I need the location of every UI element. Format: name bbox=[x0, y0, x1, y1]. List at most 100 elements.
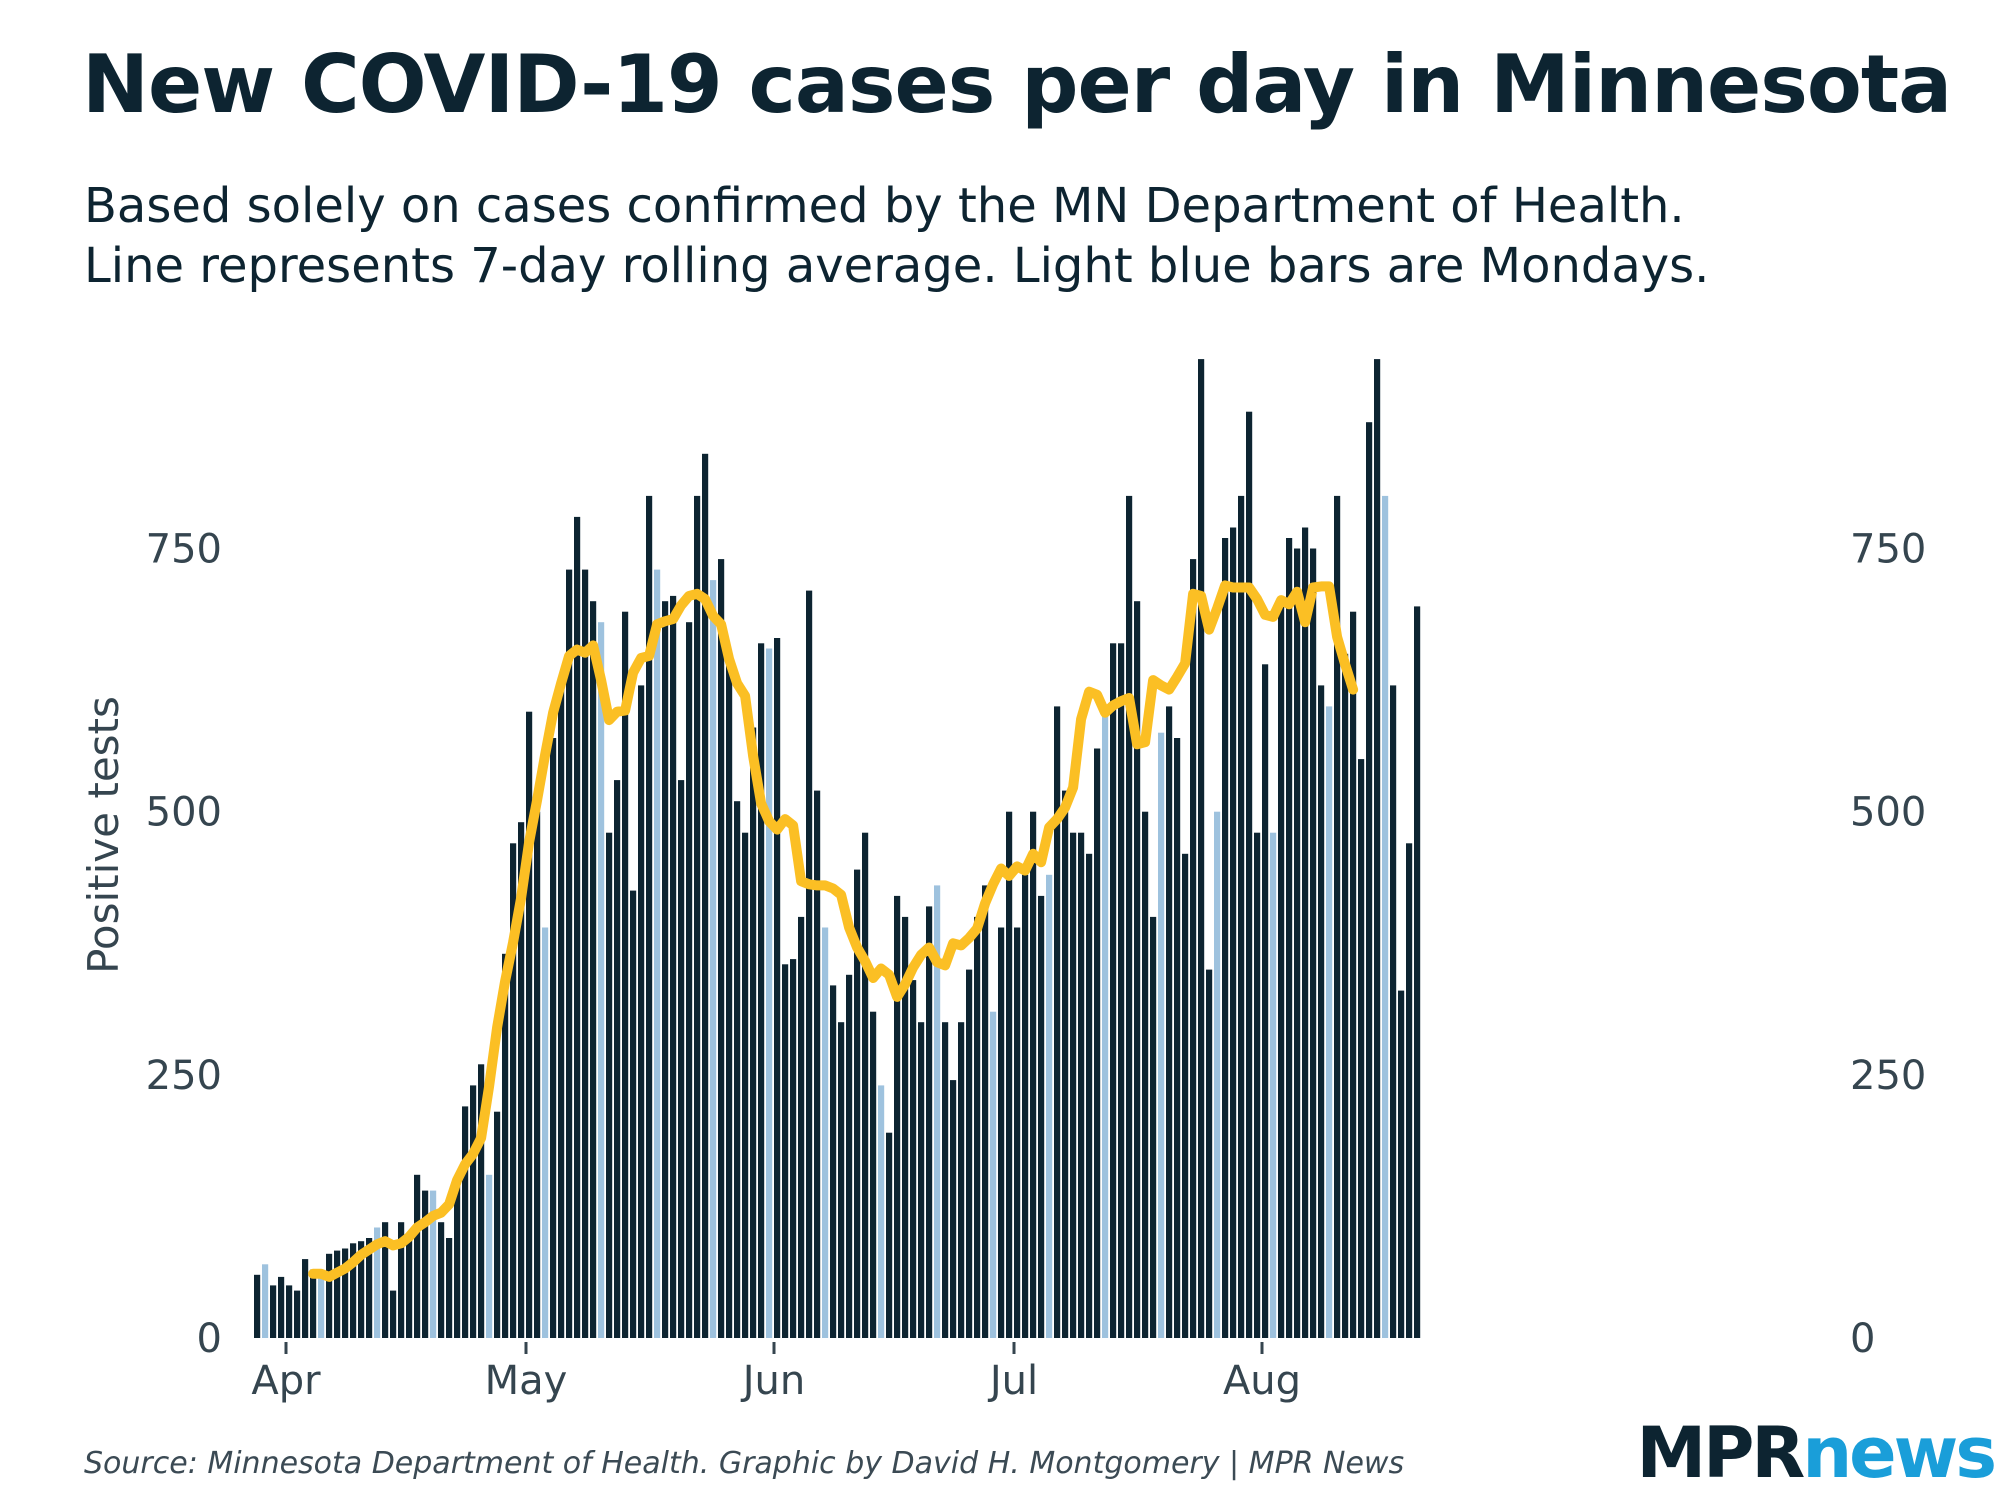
bar-monday bbox=[822, 927, 829, 1338]
y-tick-left: 250 bbox=[146, 1053, 222, 1099]
bar bbox=[1318, 685, 1325, 1338]
bar bbox=[302, 1259, 309, 1338]
bar bbox=[294, 1290, 301, 1338]
bar bbox=[526, 711, 533, 1338]
x-tick-label: Jun bbox=[740, 1358, 806, 1404]
y-axis-label: Positive tests bbox=[79, 696, 128, 974]
chart-subtitle: Based solely on cases confirmed by the M… bbox=[84, 176, 1709, 296]
y-tick-right: 250 bbox=[1850, 1053, 1926, 1099]
bar bbox=[1070, 832, 1077, 1338]
bar bbox=[358, 1241, 365, 1338]
bar bbox=[902, 916, 909, 1338]
bar-monday bbox=[598, 622, 605, 1338]
bar bbox=[414, 1174, 421, 1338]
bar bbox=[982, 885, 989, 1338]
bar bbox=[1350, 611, 1357, 1338]
bar-monday bbox=[1326, 706, 1333, 1338]
bar bbox=[1374, 359, 1381, 1339]
bar-monday bbox=[1214, 811, 1221, 1338]
bar bbox=[686, 622, 693, 1338]
mpr-news-logo: MPRnews bbox=[1636, 1418, 1997, 1488]
bar-monday bbox=[318, 1274, 325, 1338]
bar-monday bbox=[1270, 832, 1277, 1338]
bar bbox=[462, 1106, 469, 1338]
y-axis-left: 0 250 500 750 bbox=[146, 527, 222, 1363]
bar bbox=[742, 832, 749, 1338]
bar bbox=[366, 1238, 373, 1338]
bar-monday bbox=[654, 569, 661, 1338]
bar-monday bbox=[710, 580, 717, 1338]
bar bbox=[1062, 790, 1069, 1338]
bar bbox=[310, 1269, 317, 1338]
bar bbox=[694, 495, 701, 1338]
bar-monday bbox=[1382, 495, 1389, 1338]
bar-monday bbox=[430, 1190, 437, 1338]
bar bbox=[1030, 811, 1037, 1338]
bar bbox=[1334, 495, 1341, 1338]
bar bbox=[1246, 411, 1253, 1338]
bar-monday bbox=[878, 1085, 885, 1338]
bar bbox=[454, 1180, 461, 1338]
bar bbox=[926, 906, 933, 1338]
subtitle-line-2: Line represents 7-day rolling average. L… bbox=[84, 238, 1710, 294]
bar bbox=[1254, 832, 1261, 1338]
bar bbox=[846, 974, 853, 1338]
bar-series bbox=[254, 359, 1421, 1339]
bar bbox=[1358, 759, 1365, 1338]
bar bbox=[270, 1285, 277, 1338]
bar bbox=[286, 1285, 293, 1338]
bar bbox=[646, 495, 653, 1338]
bar bbox=[254, 1274, 261, 1338]
bar bbox=[894, 895, 901, 1338]
bar bbox=[1278, 601, 1285, 1338]
y-tick-left: 750 bbox=[146, 527, 222, 573]
bar bbox=[966, 969, 973, 1338]
bar bbox=[830, 985, 837, 1338]
bar bbox=[758, 643, 765, 1338]
source-credit: Source: Minnesota Department of Health. … bbox=[84, 1446, 1405, 1481]
bar bbox=[1118, 643, 1125, 1338]
bar bbox=[1014, 927, 1021, 1338]
bar bbox=[1294, 548, 1301, 1338]
bar bbox=[1150, 916, 1157, 1338]
bar bbox=[638, 685, 645, 1338]
bar bbox=[950, 1080, 957, 1338]
bar bbox=[1110, 643, 1117, 1338]
bar bbox=[1302, 527, 1309, 1338]
bar-monday bbox=[486, 1174, 493, 1338]
bar-monday bbox=[1046, 874, 1053, 1338]
x-tick-label: Apr bbox=[251, 1358, 321, 1404]
logo-news: news bbox=[1802, 1412, 1997, 1494]
bar bbox=[494, 1111, 501, 1338]
bar bbox=[550, 738, 557, 1338]
bar bbox=[814, 790, 821, 1338]
bar bbox=[470, 1085, 477, 1338]
bar bbox=[342, 1248, 349, 1338]
bar bbox=[390, 1290, 397, 1338]
bar bbox=[1398, 990, 1405, 1338]
bar bbox=[870, 1011, 877, 1338]
bar bbox=[798, 916, 805, 1338]
bar bbox=[1198, 359, 1205, 1339]
bar bbox=[614, 780, 621, 1338]
bar bbox=[438, 1222, 445, 1338]
bar bbox=[1086, 853, 1093, 1338]
bar bbox=[406, 1238, 413, 1338]
y-tick-left: 0 bbox=[197, 1316, 222, 1362]
bar bbox=[606, 832, 613, 1338]
bar bbox=[558, 685, 565, 1338]
bar bbox=[1366, 422, 1373, 1338]
bar bbox=[1342, 653, 1349, 1338]
bar bbox=[510, 843, 517, 1338]
bar bbox=[918, 1022, 925, 1338]
bar bbox=[574, 516, 581, 1338]
chart-title: New COVID-19 cases per day in Minnesota bbox=[82, 38, 1952, 131]
bar bbox=[478, 1064, 485, 1338]
bar bbox=[278, 1276, 285, 1338]
bar bbox=[518, 822, 525, 1338]
bar bbox=[1390, 685, 1397, 1338]
bar bbox=[942, 1022, 949, 1338]
bar bbox=[782, 964, 789, 1338]
bar bbox=[726, 664, 733, 1338]
bar-monday bbox=[262, 1264, 269, 1338]
